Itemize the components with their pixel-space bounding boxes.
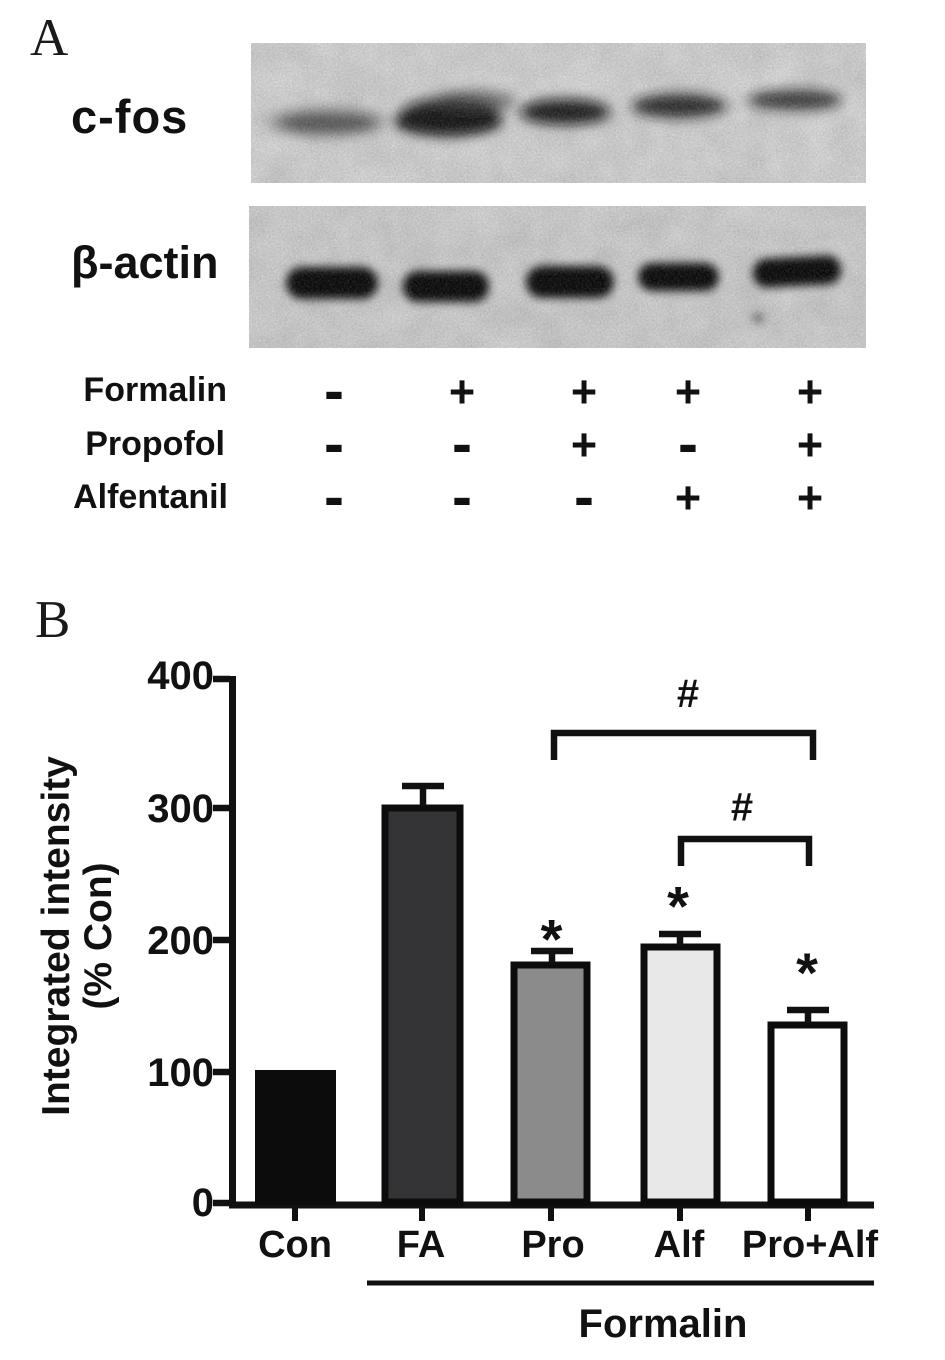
svg-text:-: - [574, 463, 594, 530]
svg-text:*: * [667, 875, 689, 938]
svg-text:#: # [677, 672, 699, 716]
svg-text:-: - [324, 410, 344, 477]
svg-text:-: - [452, 463, 472, 530]
svg-text:*: * [796, 941, 818, 1004]
svg-text:#: # [731, 786, 753, 830]
svg-text:-: - [678, 410, 698, 477]
svg-text:+: + [797, 366, 823, 417]
svg-text:+: + [797, 419, 823, 470]
svg-text:*: * [541, 908, 563, 971]
svg-text:+: + [571, 419, 597, 470]
svg-text:+: + [571, 366, 597, 417]
svg-text:+: + [797, 472, 823, 523]
svg-text:+: + [675, 472, 701, 523]
svg-text:-: - [324, 360, 344, 424]
svg-text:+: + [675, 366, 701, 417]
svg-text:+: + [449, 366, 475, 417]
svg-text:-: - [324, 463, 344, 530]
svg-text:-: - [452, 410, 472, 477]
